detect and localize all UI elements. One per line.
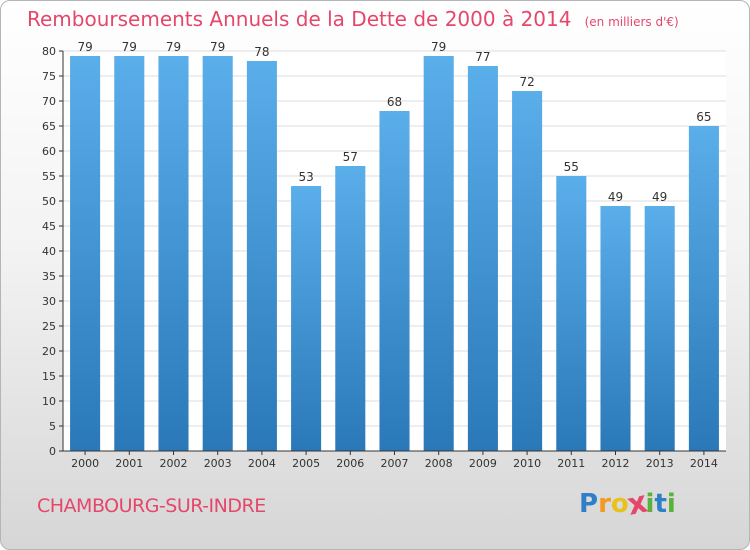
y-tick-label: 60 xyxy=(42,145,56,158)
y-tick-label: 30 xyxy=(42,295,56,308)
logo-letter: t xyxy=(654,489,667,519)
logo-letter: i xyxy=(645,489,655,519)
x-tick-label: 2009 xyxy=(469,457,497,470)
bar-2004 xyxy=(246,61,277,451)
bar-2005 xyxy=(291,186,322,451)
bars: 79 79 79 79 78 53 57 68 79 77 72 55 49 49 65 xyxy=(70,40,719,451)
bar-2009 xyxy=(467,66,498,451)
chart-unit: (en milliers d'€) xyxy=(584,15,679,29)
bar-2014 xyxy=(688,126,719,451)
x-tick-label: 2007 xyxy=(381,457,409,470)
bar-2000 xyxy=(70,56,101,451)
bar-2002 xyxy=(158,56,189,451)
bar-2011 xyxy=(556,176,587,451)
bar-value-label: 49 xyxy=(652,190,667,204)
y-tick-label: 50 xyxy=(42,195,56,208)
bar-2001 xyxy=(114,56,145,451)
bar-2010 xyxy=(512,91,543,451)
logo-letter: o xyxy=(610,489,629,519)
bar-value-label: 79 xyxy=(210,40,225,54)
x-tick-label: 2004 xyxy=(248,457,276,470)
y-tick-label: 5 xyxy=(49,420,56,433)
x-tick-label: 2005 xyxy=(292,457,320,470)
y-tick-label: 45 xyxy=(42,220,56,233)
x-tick-label: 2010 xyxy=(513,457,541,470)
logo-letter: r xyxy=(598,489,611,519)
y-tick-label: 40 xyxy=(42,245,56,258)
x-tick-label: 2008 xyxy=(425,457,453,470)
y-tick-label: 25 xyxy=(42,320,56,333)
logo-letter: P xyxy=(579,489,599,519)
y-tick-label: 75 xyxy=(42,70,56,83)
bar-2006 xyxy=(335,166,366,451)
y-tick-label: 0 xyxy=(49,445,56,458)
bar-value-label: 49 xyxy=(608,190,623,204)
y-tick-label: 55 xyxy=(42,170,56,183)
bar-2013 xyxy=(644,206,675,451)
y-tick-label: 65 xyxy=(42,120,56,133)
bar-2007 xyxy=(379,111,410,451)
bar-value-label: 65 xyxy=(696,110,711,124)
y-tick-label: 35 xyxy=(42,270,56,283)
y-axis: 0 5 10 15 20 25 30 35 40 45 50 55 60 65 70 75 80 xyxy=(42,45,64,458)
bar-value-label: 79 xyxy=(122,40,137,54)
x-tick-label: 2013 xyxy=(646,457,674,470)
bar-value-label: 77 xyxy=(475,50,490,64)
y-tick-label: 20 xyxy=(42,345,56,358)
bar-value-label: 68 xyxy=(387,95,402,109)
bar-2012 xyxy=(600,206,631,451)
bar-value-label: 79 xyxy=(431,40,446,54)
y-tick-label: 15 xyxy=(42,370,56,383)
commune-name: CHAMBOURG-SUR-INDRE xyxy=(37,495,266,517)
y-tick-label: 70 xyxy=(42,95,56,108)
x-axis: 2000 2001 2002 2003 2004 2005 2006 2007 2008 2009… xyxy=(63,450,726,470)
x-tick-label: 2012 xyxy=(602,457,630,470)
bar-2003 xyxy=(202,56,233,451)
bar-value-label: 78 xyxy=(254,45,269,59)
y-tick-label: 80 xyxy=(42,45,56,58)
y-tick-label: 10 xyxy=(42,395,56,408)
bar-2008 xyxy=(423,56,454,451)
bar-value-label: 72 xyxy=(519,75,534,89)
chart-title-text: Remboursements Annuels de la Dette de 20… xyxy=(27,7,572,31)
bar-value-label: 57 xyxy=(343,150,358,164)
x-tick-label: 2006 xyxy=(336,457,364,470)
bar-value-label: 79 xyxy=(166,40,181,54)
bar-value-label: 53 xyxy=(298,170,313,184)
x-tick-label: 2001 xyxy=(115,457,143,470)
bar-value-label: 79 xyxy=(77,40,92,54)
logo-letter: i xyxy=(666,489,676,519)
x-tick-label: 2014 xyxy=(690,457,718,470)
bar-value-label: 55 xyxy=(564,160,579,174)
x-tick-label: 2003 xyxy=(204,457,232,470)
x-tick-label: 2000 xyxy=(71,457,99,470)
chart-title: Remboursements Annuels de la Dette de 20… xyxy=(27,7,679,31)
proxiti-logo: Proxiti xyxy=(579,485,676,523)
x-tick-label: 2002 xyxy=(160,457,188,470)
x-tick-label: 2011 xyxy=(557,457,585,470)
